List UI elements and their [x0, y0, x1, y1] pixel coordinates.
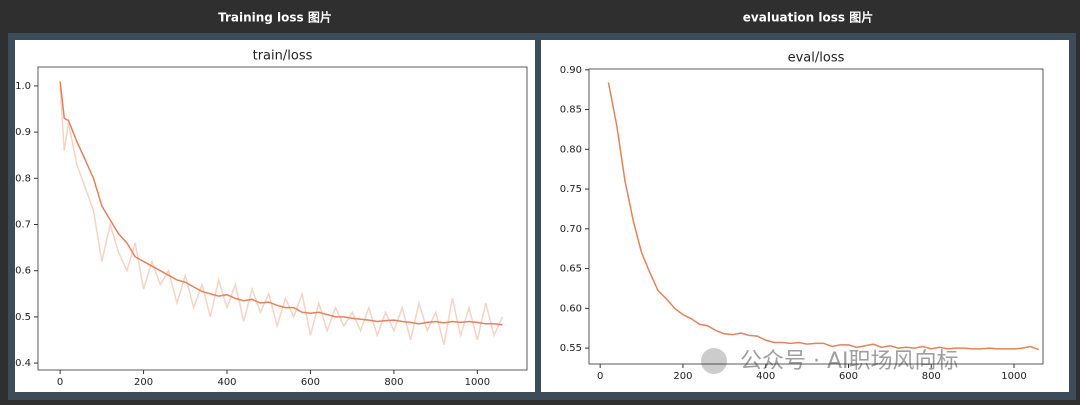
plot-frame [37, 66, 528, 371]
x-tick-label: 600 [301, 377, 320, 388]
y-tick-label: 0.65 [560, 264, 582, 275]
y-tick-label: 0.90 [560, 65, 582, 76]
x-tick-label: 200 [673, 371, 692, 382]
chart-title: eval/loss [788, 51, 845, 66]
y-tick-label: 0.80 [560, 144, 582, 155]
y-tick-label: 0.9 [15, 127, 31, 138]
y-tick-label: 0.55 [560, 343, 582, 354]
panel-header: Training loss 图片 [218, 10, 332, 25]
y-tick-label: 0.85 [560, 105, 582, 116]
line-series [59, 81, 503, 326]
panel [15, 40, 535, 392]
y-tick-label: 1.0 [15, 81, 31, 92]
panel-header: evaluation loss 图片 [743, 10, 873, 25]
x-tick-label: 0 [597, 371, 603, 382]
x-tick-label: 1000 [1001, 371, 1026, 382]
x-tick-label: 1000 [465, 377, 490, 388]
x-tick-label: 800 [384, 377, 403, 388]
y-tick-label: 0.8 [15, 173, 31, 184]
plot-frame [588, 68, 1044, 365]
line-series [607, 82, 1040, 351]
y-tick-label: 0.4 [15, 358, 31, 369]
x-tick-label: 200 [134, 377, 153, 388]
watermark: 公众号 · AI职场风向标 [740, 349, 959, 374]
chart-title: train/loss [253, 49, 313, 64]
x-tick-label: 800 [922, 371, 941, 382]
panel [541, 40, 1069, 392]
y-tick-label: 0.6 [15, 266, 31, 277]
y-tick-label: 0.75 [560, 184, 582, 195]
x-tick-label: 600 [839, 371, 858, 382]
y-tick-label: 0.70 [560, 224, 582, 235]
x-tick-label: 400 [756, 371, 775, 382]
y-tick-label: 0.7 [15, 220, 31, 231]
y-tick-label: 0.5 [15, 312, 31, 323]
x-tick-label: 400 [217, 377, 236, 388]
y-tick-label: 0.60 [560, 303, 582, 314]
watermark-icon [701, 348, 727, 374]
x-tick-label: 0 [57, 377, 63, 388]
line-series [59, 85, 504, 345]
